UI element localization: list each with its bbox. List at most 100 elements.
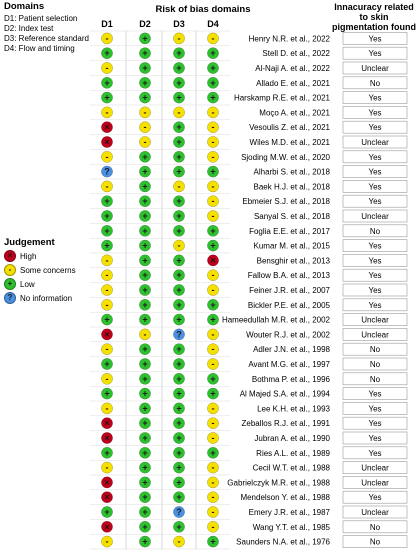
finding-box: [342, 342, 408, 356]
finding-label: Unclear: [361, 316, 389, 325]
finding-label: Unclear: [361, 212, 389, 221]
risk-mark-low: [139, 180, 151, 193]
risk-mark-low: [101, 313, 113, 326]
risk-mark-low: [173, 76, 185, 89]
risk-mark-noinfo: [173, 328, 185, 341]
risk-symbol: +: [142, 255, 147, 265]
risk-mark-some: [207, 136, 219, 148]
risk-mark-low: [207, 239, 219, 252]
risk-mark-low: [173, 269, 185, 282]
risk-mark-low: [173, 195, 185, 208]
study-label: Alharbi S. et al., 2018: [254, 168, 331, 177]
risk-mark-some: [173, 239, 185, 252]
risk-symbol: +: [176, 315, 181, 325]
finding-label: Yes: [368, 419, 381, 428]
risk-mark-low: [207, 47, 219, 60]
finding-box: [342, 505, 408, 519]
risk-mark-low: [207, 387, 219, 400]
risk-symbol: -: [106, 107, 109, 117]
column-header-d2: D2: [139, 19, 151, 29]
finding-label: No: [370, 227, 381, 236]
chart-title: Risk of bias domains: [155, 4, 251, 15]
study-label: Henry N.R. et al., 2022: [249, 34, 331, 43]
risk-mark-high: [101, 417, 113, 430]
risk-symbol: +: [176, 78, 181, 88]
risk-symbol: +: [210, 48, 215, 58]
risk-symbol: ×: [104, 477, 109, 487]
risk-mark-low: [139, 446, 151, 459]
finding-box: [342, 313, 408, 326]
risk-mark-low: [139, 210, 151, 222]
risk-symbol: -: [106, 152, 109, 162]
risk-mark-low: [173, 446, 185, 459]
risk-symbol: -: [212, 181, 215, 191]
finding-label: Yes: [368, 242, 381, 251]
risk-mark-low: [139, 62, 151, 74]
study-label: Gabrielczyk M.R. et al., 1988: [227, 478, 330, 487]
risk-symbol: +: [142, 433, 147, 443]
risk-symbol: +: [176, 403, 181, 413]
risk-mark-low: [101, 506, 113, 518]
risk-symbol: ×: [104, 137, 109, 147]
risk-symbol: +: [142, 344, 147, 354]
finding-box: [342, 431, 408, 445]
risk-mark-some: [207, 284, 219, 296]
risk-mark-some: [139, 106, 151, 119]
risk-symbol: +: [104, 359, 109, 369]
study-label: Bensghir et al., 2013: [257, 256, 331, 265]
risk-symbol: -: [178, 241, 181, 251]
risk-symbol: +: [104, 448, 109, 458]
risk-mark-some: [139, 328, 151, 341]
finding-label: Yes: [368, 168, 381, 177]
risk-mark-some: [101, 106, 113, 119]
risk-mark-low: [173, 343, 185, 356]
risk-mark-low: [173, 461, 185, 474]
risk-mark-low: [101, 239, 113, 252]
finding-box: [342, 461, 408, 474]
finding-label: Yes: [368, 449, 381, 458]
study-label: Adler J.N. et al., 1998: [253, 345, 330, 354]
risk-mark-some: [207, 417, 219, 430]
risk-symbol: ×: [104, 492, 109, 502]
risk-mark-low: [139, 402, 151, 415]
risk-symbol: +: [210, 300, 215, 310]
risk-symbol: +: [176, 226, 181, 236]
finding-label: Unclear: [361, 464, 389, 473]
risk-symbol: +: [176, 477, 181, 487]
risk-mark-low: [173, 358, 185, 370]
risk-symbol: +: [142, 93, 147, 103]
finding-box: [342, 402, 408, 415]
finding-box: [342, 224, 408, 238]
column-header-d1: D1: [101, 19, 113, 29]
finding-box: [342, 446, 408, 460]
risk-mark-low: [173, 387, 185, 400]
risk-mark-some: [207, 269, 219, 282]
risk-symbol: +: [176, 196, 181, 206]
risk-symbol: +: [142, 270, 147, 280]
risk-symbol: -: [106, 33, 109, 43]
risk-mark-some: [207, 106, 219, 119]
risk-mark-high: [101, 520, 113, 533]
low-risk-icon: +: [4, 278, 16, 290]
study-label: Fallow B.A. et al., 2013: [248, 271, 331, 280]
risk-mark-low: [173, 62, 185, 74]
risk-symbol: -: [144, 329, 147, 339]
risk-symbol: -: [212, 152, 215, 162]
risk-symbol: +: [176, 270, 181, 280]
risk-mark-low: [139, 358, 151, 370]
risk-symbol: +: [104, 315, 109, 325]
risk-symbol: +: [210, 537, 215, 547]
risk-mark-some: [101, 150, 113, 163]
finding-label: Yes: [368, 404, 381, 413]
study-label: Bothma P. et al., 1996: [252, 375, 331, 384]
risk-symbol: +: [142, 181, 147, 191]
risk-mark-low: [207, 446, 219, 459]
risk-mark-noinfo: [173, 506, 185, 518]
finding-box: [342, 490, 408, 504]
risk-mark-low: [101, 446, 113, 459]
study-label: Baek H.J. et al., 2018: [254, 182, 331, 191]
finding-box: [342, 135, 408, 149]
risk-mark-noinfo: [101, 165, 113, 178]
risk-symbol: +: [210, 63, 215, 73]
finding-label: Unclear: [361, 330, 389, 339]
